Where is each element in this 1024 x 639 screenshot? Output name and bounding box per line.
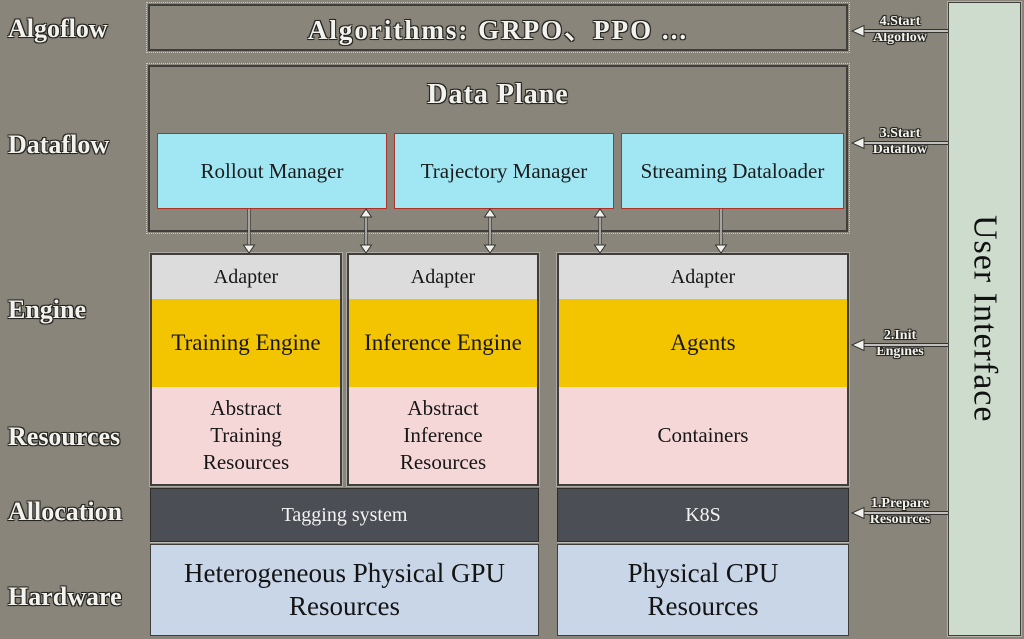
- gpu-resources-box: Heterogeneous Physical GPU Resources: [150, 544, 539, 636]
- user-interface-bar: User Interface: [948, 2, 1021, 636]
- agents-engine-section: Agents: [559, 299, 847, 387]
- annotation-prepare-resources-step: 1.Prepare: [870, 496, 930, 511]
- row-label-allocation: Allocation: [8, 497, 123, 526]
- rollout-manager-box: Rollout Manager: [157, 133, 387, 209]
- annotation-start-algoflow-step: 4.Start: [879, 14, 921, 29]
- annotation-prepare-resources-target: Resources: [869, 512, 931, 527]
- annotation-start-dataflow: 3.Start Dataflow: [852, 126, 948, 158]
- training-adapter-section: Adapter: [152, 255, 340, 299]
- abstract-training-resources-section: Abstract Training Resources: [152, 387, 340, 484]
- data-plane-box: Data Plane: [146, 63, 850, 234]
- k8s-label: K8S: [685, 503, 721, 526]
- row-label-algoflow: Algoflow: [8, 14, 108, 43]
- row-label-dataflow: Dataflow: [8, 130, 110, 159]
- training-engine-section: Training Engine: [152, 299, 340, 387]
- annotation-prepare-resources: 1.Prepare Resources: [852, 496, 948, 528]
- cpu-resources-label: Physical CPU Resources: [627, 558, 779, 621]
- trajectory-manager-label: Trajectory Manager: [420, 158, 588, 183]
- row-label-engine: Engine: [8, 295, 87, 324]
- agents-label: Agents: [670, 330, 736, 355]
- agents-adapter-section: Adapter: [559, 255, 847, 299]
- inference-column: Adapter Inference Engine Abstract Infere…: [347, 253, 539, 486]
- training-engine-label: Training Engine: [171, 330, 321, 355]
- inference-adapter-section: Adapter: [349, 255, 537, 299]
- row-label-hardware: Hardware: [8, 582, 122, 611]
- abstract-training-resources-label: Abstract Training Resources: [202, 396, 290, 474]
- training-column: Adapter Training Engine Abstract Trainin…: [150, 253, 342, 486]
- inference-engine-label: Inference Engine: [364, 330, 522, 355]
- annotation-start-dataflow-step: 3.Start: [879, 126, 921, 141]
- annotation-init-engines-step: 2.Init: [883, 328, 917, 343]
- algorithms-title: Algorithms: GRPO、PPO ...: [307, 15, 689, 45]
- training-adapter-label: Adapter: [213, 265, 279, 288]
- streaming-dataloader-label: Streaming Dataloader: [640, 158, 825, 183]
- k8s-bar: K8S: [557, 488, 849, 542]
- streaming-dataloader-box: Streaming Dataloader: [621, 133, 844, 209]
- cpu-resources-box: Physical CPU Resources: [557, 544, 849, 636]
- data-plane-title: Data Plane: [427, 79, 569, 110]
- annotation-init-engines-target: Engines: [876, 344, 924, 359]
- agents-adapter-label: Adapter: [670, 265, 736, 288]
- containers-label: Containers: [657, 423, 749, 447]
- tagging-system-label: Tagging system: [281, 503, 408, 526]
- tagging-system-bar: Tagging system: [150, 488, 539, 542]
- inference-engine-section: Inference Engine: [349, 299, 537, 387]
- annotation-init-engines: 2.Init Engines: [852, 328, 948, 360]
- agents-column: Adapter Agents Containers: [557, 253, 849, 486]
- annotation-start-algoflow-target: Algoflow: [873, 30, 927, 45]
- annotation-start-algoflow: 4.Start Algoflow: [852, 14, 948, 46]
- algorithms-box: Algorithms: GRPO、PPO ...: [146, 2, 850, 53]
- containers-section: Containers: [559, 387, 847, 484]
- abstract-inference-resources-label: Abstract Inference Resources: [399, 396, 487, 474]
- abstract-inference-resources-section: Abstract Inference Resources: [349, 387, 537, 484]
- inference-adapter-label: Adapter: [410, 265, 476, 288]
- gpu-resources-label: Heterogeneous Physical GPU Resources: [184, 558, 505, 621]
- trajectory-manager-box: Trajectory Manager: [394, 133, 614, 209]
- rollout-manager-label: Rollout Manager: [200, 158, 344, 183]
- row-label-resources: Resources: [8, 422, 121, 451]
- annotation-start-dataflow-target: Dataflow: [872, 142, 928, 157]
- user-interface-label: User Interface: [966, 215, 1004, 423]
